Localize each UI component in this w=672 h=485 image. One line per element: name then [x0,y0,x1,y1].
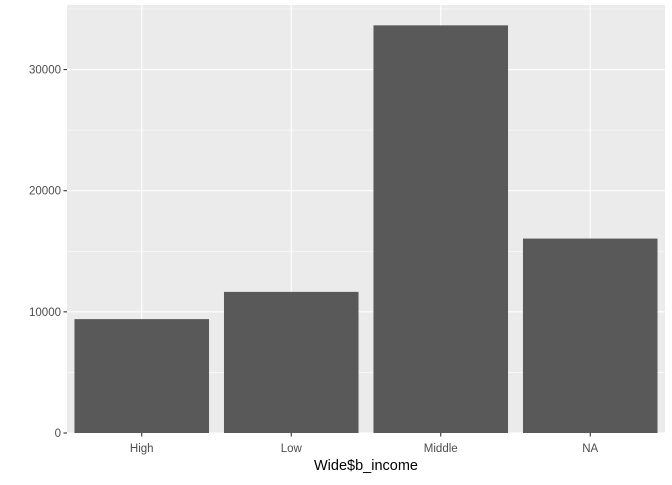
y-tick-label: 20000 [29,186,61,198]
x-tick-label: NA [582,443,598,455]
y-tick-label: 0 [55,428,61,440]
bar [74,319,210,433]
x-tick-label: Middle [424,443,458,455]
bar [522,238,658,433]
bars [74,25,658,433]
y-tick-label: 30000 [29,65,61,77]
bar [373,25,509,433]
y-axis: 0 10000 20000 30000 [29,65,67,440]
x-tick-label: Low [281,443,303,455]
x-axis-title: Wide$b_income [314,458,418,474]
bar [223,291,359,433]
x-axis: High Low Middle NA [130,433,599,455]
x-tick-label: High [130,443,154,455]
y-tick-label: 10000 [29,307,61,319]
